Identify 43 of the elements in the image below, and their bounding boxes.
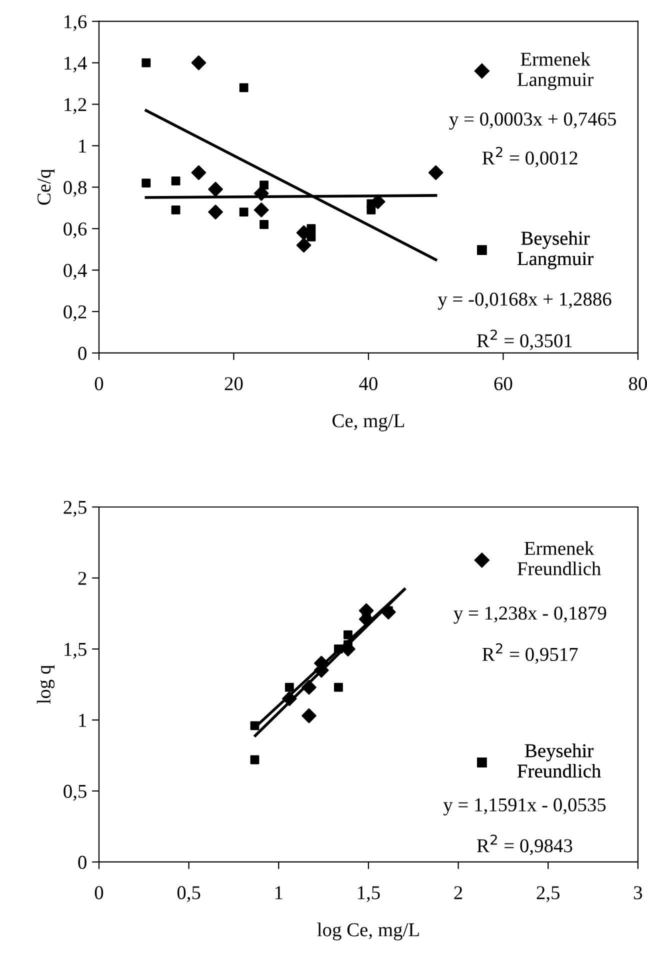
legend-label: Beysehir Langmuir: [517, 231, 594, 270]
y-tick-label: 1,2: [64, 98, 86, 114]
y-axis-title: Ce/q: [38, 169, 55, 205]
annotation: R$^{2}$ = 0,9843: [477, 834, 572, 856]
x-tick-label: 1: [275, 886, 282, 900]
x-axis-title: log Ce, mg/L: [317, 922, 419, 940]
y-tick-label: 2: [78, 572, 86, 585]
y-tick-label: 0,6: [64, 222, 87, 238]
y-tick-label: 1: [79, 140, 86, 152]
y-tick-label: 0: [78, 856, 86, 869]
annotation: y = 1,1591x - 0,0535: [443, 798, 606, 816]
x-axis-title: Ce, mg/L: [332, 414, 404, 432]
y-tick-label: 1,5: [64, 642, 86, 659]
y-axis-title: log q: [36, 665, 55, 704]
legend-label: Beysehir Freundlich: [517, 744, 601, 778]
x-tick-label: 20: [224, 377, 243, 390]
annotation: y = 1,238x - 0,1879: [454, 606, 606, 624]
x-tick-label: 60: [494, 377, 512, 390]
x-tick-label: 2: [454, 886, 462, 900]
x-tick-label: 1,5: [358, 886, 380, 902]
annotation: y = -0,0168x + 1,2886: [438, 292, 612, 310]
legend-label: Ermenek Freundlich: [517, 541, 601, 576]
y-tick-label: 1,4: [64, 56, 87, 73]
y-tick-label: 0,4: [64, 264, 87, 280]
y-tick-label: 0,2: [64, 305, 86, 322]
x-tick-label: 3: [634, 886, 642, 900]
annotation: R$^{2}$ = 0,3501: [477, 330, 572, 350]
annotation: R$^{2}$ = 0,9517: [482, 643, 578, 664]
x-tick-label: 40: [359, 377, 378, 390]
x-tick-label: 0,5: [177, 886, 200, 902]
y-tick-label: 1: [79, 714, 86, 727]
y-tick-label: 2,5: [64, 500, 86, 517]
legend-label: Ermenek Langmuir: [517, 52, 594, 90]
x-tick-label: 2,5: [536, 886, 560, 902]
y-tick-label: 0,5: [64, 784, 86, 801]
y-tick-label: 1,6: [64, 15, 87, 32]
annotation: R$^{2}$ = 0,0012: [482, 146, 578, 168]
y-tick-label: 0: [78, 346, 86, 360]
x-tick-label: 0: [94, 886, 104, 900]
annotation: y = 0,0003x + 0,7465: [449, 112, 616, 130]
x-tick-label: 0: [94, 377, 104, 390]
x-tick-label: 80: [628, 377, 647, 390]
y-tick-label: 0,8: [64, 180, 86, 197]
